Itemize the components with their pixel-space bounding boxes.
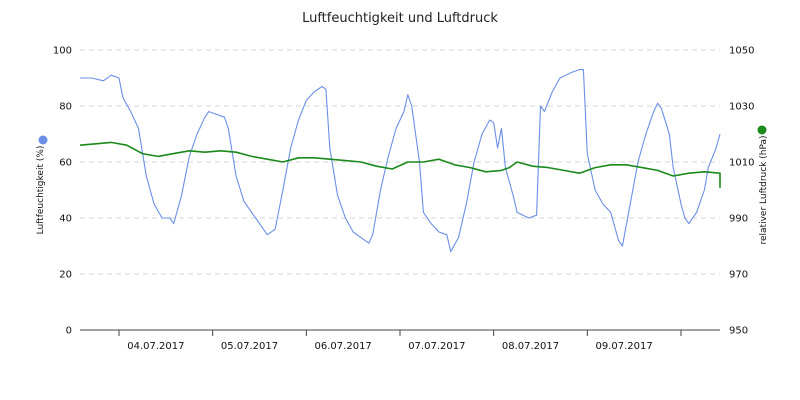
right-axis-tick-label: 950: [729, 326, 748, 337]
x-axis-tick-label: 05.07.2017: [221, 341, 278, 352]
left-axis-label: Luftfeuchtigkeit (%): [36, 146, 46, 235]
right-axis-tick-label: 970: [729, 270, 748, 281]
x-axis-tick-label: 09.07.2017: [596, 341, 653, 352]
right-axis-tick-label: 990: [729, 214, 748, 225]
x-axis-tick-label: 06.07.2017: [315, 341, 372, 352]
left-axis-tick-label: 20: [59, 270, 72, 281]
gridlines: [80, 49, 720, 275]
left-axis-tick-label: 80: [59, 102, 72, 113]
left-axis-tick-label: 40: [59, 214, 72, 225]
left-axis-ticks: 0 20 40 60 80 100: [53, 46, 72, 337]
humidity-legend-marker: [38, 135, 48, 145]
x-axis-tick-label: 07.07.2017: [408, 341, 465, 352]
pressure-legend-marker: [757, 125, 767, 135]
humidity-series-line: [80, 69, 721, 253]
x-axis-tick-label: 04.07.2017: [127, 341, 184, 352]
right-axis-ticks: 950 970 990 1010 1030 1050: [729, 46, 754, 337]
pressure-series-line: [79, 141, 721, 188]
right-axis-tick-label: 1010: [729, 158, 754, 169]
left-axis-tick-label: 100: [53, 46, 72, 57]
right-axis-label: relativer Luftdruck (hPa): [759, 135, 769, 244]
left-axis-tick-label: 0: [66, 326, 72, 337]
x-axis-tick-label: 08.07.2017: [502, 341, 559, 352]
series-lines: [79, 69, 721, 253]
x-axis-ticks: 04.07.2017 05.07.2017 06.07.2017 07.07.2017…: [118, 330, 682, 352]
left-axis-tick-label: 60: [59, 158, 72, 169]
right-axis-tick-label: 1030: [729, 102, 754, 113]
right-axis-tick-label: 1050: [729, 46, 754, 57]
chart-title: Luftfeuchtigkeit und Luftdruck: [302, 11, 498, 26]
